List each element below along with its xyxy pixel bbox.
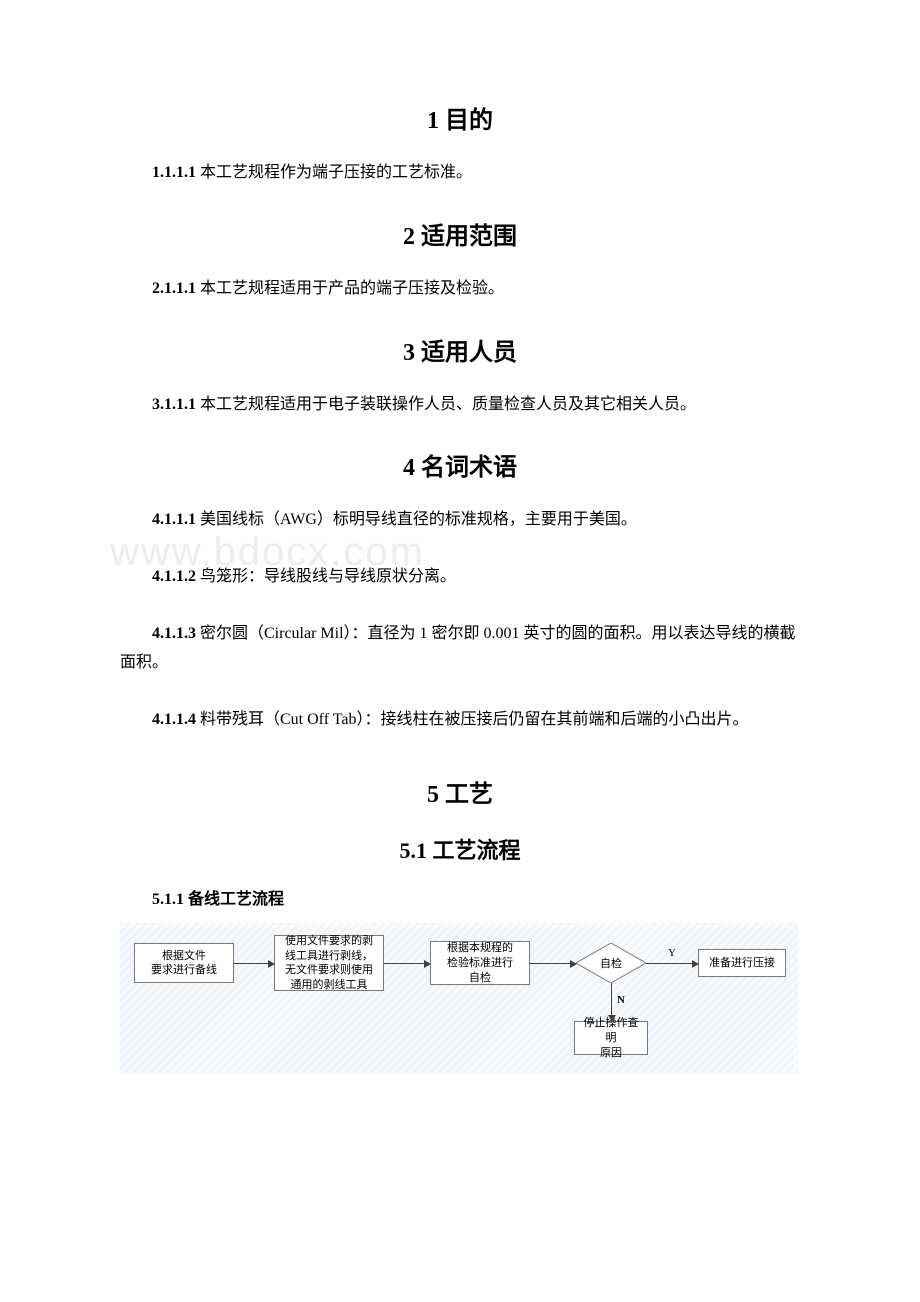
section-5-heading: 5 工艺 — [120, 774, 800, 809]
flow-node-n1: 根据文件要求进行备线 — [134, 943, 234, 983]
para-4-1-1-1: 4.1.1.1 美国线标（AWG）标明导线直径的标准规格，主要用于美国。 — [120, 506, 800, 535]
flow-node-n6: 停止操作查明原因 — [574, 1021, 648, 1055]
flow-node-n4: 自检 — [576, 943, 646, 983]
flow-node-n2: 使用文件要求的剥线工具进行剥线，无文件要求则使用通用的剥线工具 — [274, 935, 384, 991]
para-num: 4.1.1.3 — [152, 625, 196, 642]
para-num: 4.1.1.2 — [152, 568, 196, 585]
flow-edge — [384, 963, 430, 964]
flow-edge-label: N — [617, 994, 625, 1006]
flow-edge — [234, 963, 274, 964]
section-4-heading: 4 名词术语 — [120, 447, 800, 482]
para-text: 美国线标（AWG）标明导线直径的标准规格，主要用于美国。 — [196, 511, 637, 528]
para-3-1-1-1: 3.1.1.1 本工艺规程适用于电子装联操作人员、质量检查人员及其它相关人员。 — [120, 391, 800, 420]
para-text: 密尔圆（Circular Mil）：直径为 1 密尔即 0.001 英寸的圆的面… — [120, 625, 796, 671]
para-num: 1.1.1.1 — [152, 164, 196, 181]
para-num: 3.1.1.1 — [152, 396, 196, 413]
flow-edge — [646, 963, 698, 964]
section-1-heading: 1 目的 — [120, 100, 800, 135]
para-4-1-1-4: 4.1.1.4 料带残耳（Cut Off Tab）：接线柱在被压接后仍留在其前端… — [120, 706, 800, 735]
flow-edge — [611, 983, 612, 1021]
para-num: 4.1.1.4 — [152, 711, 196, 728]
para-text: 料带残耳（Cut Off Tab）：接线柱在被压接后仍留在其前端和后端的小凸出片… — [196, 711, 749, 728]
flow-edge — [530, 963, 576, 964]
para-text: 本工艺规程作为端子压接的工艺标准。 — [196, 164, 472, 181]
para-text: 本工艺规程适用于产品的端子压接及检验。 — [196, 280, 504, 297]
flow-node-n5: 准备进行压接 — [698, 949, 786, 977]
flowchart-canvas: 根据文件要求进行备线使用文件要求的剥线工具进行剥线，无文件要求则使用通用的剥线工… — [120, 923, 798, 1073]
flowchart-5-1-1: 根据文件要求进行备线使用文件要求的剥线工具进行剥线，无文件要求则使用通用的剥线工… — [120, 923, 798, 1073]
para-4-1-1-3: 4.1.1.3 密尔圆（Circular Mil）：直径为 1 密尔即 0.00… — [120, 620, 800, 678]
section-5-1-heading: 5.1 工艺流程 — [120, 833, 800, 865]
para-2-1-1-1: 2.1.1.1 本工艺规程适用于产品的端子压接及检验。 — [120, 275, 800, 304]
section-3-heading: 3 适用人员 — [120, 332, 800, 367]
section-2-heading: 2 适用范围 — [120, 216, 800, 251]
para-num: 2.1.1.1 — [152, 280, 196, 297]
para-text: 本工艺规程适用于电子装联操作人员、质量检查人员及其它相关人员。 — [196, 396, 696, 413]
section-5-1-1-heading: 5.1.1 备线工艺流程 — [120, 885, 800, 909]
para-4-1-1-2: 4.1.1.2 鸟笼形：导线股线与导线原状分离。 — [120, 563, 800, 592]
para-num: 4.1.1.1 — [152, 511, 196, 528]
para-1-1-1-1: 1.1.1.1 本工艺规程作为端子压接的工艺标准。 — [120, 159, 800, 188]
flow-node-n3: 根据本规程的检验标准进行自检 — [430, 941, 530, 985]
flow-edge-label: Y — [668, 947, 676, 959]
para-text: 鸟笼形：导线股线与导线原状分离。 — [196, 568, 456, 585]
